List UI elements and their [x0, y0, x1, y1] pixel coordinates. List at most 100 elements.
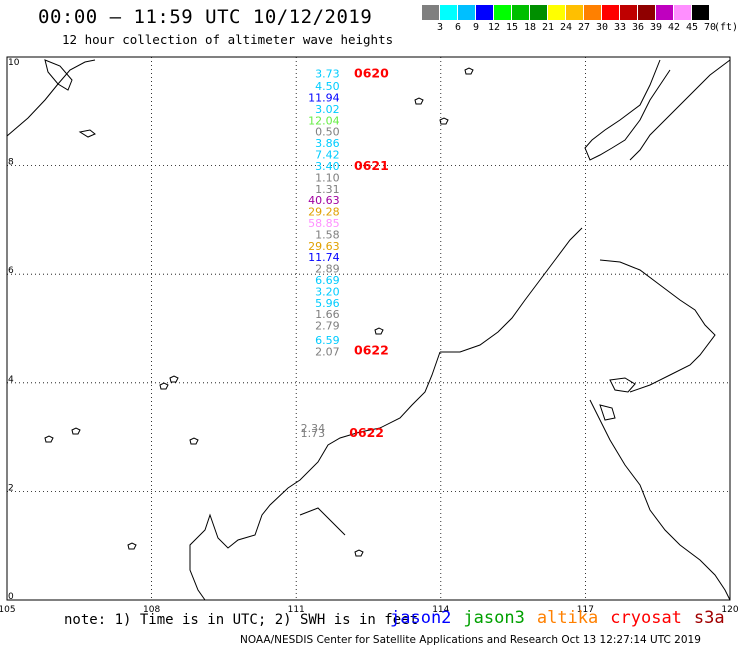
wave-height-label: 1.66: [315, 308, 340, 321]
wave-height-label: 58.85: [308, 217, 340, 230]
coastline-east-borneo: [589, 399, 731, 601]
wave-height-label: 11.94: [308, 92, 340, 105]
coastline-island: [44, 59, 73, 91]
color-scale-swatch: [422, 5, 440, 20]
coastline-small-island: [464, 67, 474, 75]
color-scale-swatch: [674, 5, 692, 20]
color-scale-swatch: [602, 5, 620, 20]
x-tick-label: 117: [577, 605, 594, 615]
color-scale-label: 18: [523, 22, 537, 33]
satellite-legend-item: jason2: [390, 608, 452, 628]
coastline-palawan: [440, 227, 583, 353]
x-tick-label: 114: [432, 605, 449, 615]
coastline-small-island: [127, 542, 137, 550]
color-scale-swatch: [566, 5, 584, 20]
credit-line: NOAA/NESDIS Center for Satellite Applica…: [240, 634, 701, 646]
pass-time-label: 0621: [354, 158, 389, 173]
x-tick-label: 111: [288, 605, 305, 615]
coastline-small-island: [414, 97, 424, 105]
map-frame: [6, 56, 731, 601]
y-tick-label: 4: [8, 375, 14, 385]
coastline-island: [599, 404, 616, 421]
color-scale-label: 3: [436, 22, 444, 33]
color-scale-swatch: [458, 5, 476, 20]
color-scale: [422, 5, 710, 20]
wave-height-label: 2.34: [301, 422, 326, 435]
wave-height-label: 1.73: [301, 427, 326, 440]
wave-height-label: 29.28: [308, 206, 340, 219]
color-scale-swatch: [440, 5, 458, 20]
wave-height-label: 2.79: [315, 320, 340, 333]
wave-height-label: 6.69: [315, 274, 340, 287]
color-scale-swatch: [512, 5, 530, 20]
color-scale-label: 30: [595, 22, 609, 33]
color-scale-swatch: [548, 5, 566, 20]
satellite-legend-item: altika: [536, 608, 599, 628]
wave-height-label: 1.31: [315, 183, 340, 196]
wave-height-label: 3.20: [315, 285, 340, 298]
wave-height-label: 12.04: [308, 114, 340, 127]
wave-height-label: 4.50: [315, 80, 340, 93]
satellite-legend-item: jason3: [463, 608, 525, 628]
satellite-legend: jason2 jason3 altika cryosat s3a: [390, 608, 737, 628]
color-scale-label: 6: [454, 22, 462, 33]
color-scale-label: 33: [613, 22, 627, 33]
wave-height-label: 6.59: [315, 334, 340, 347]
pass-time-label: 0622: [349, 425, 384, 440]
color-scale-label: 9: [472, 22, 480, 33]
coastline-island: [609, 377, 636, 393]
units-note: note: 1) Time is in UTC; 2) SWH is in fe…: [64, 612, 419, 628]
coastline-small-island: [374, 327, 384, 335]
coastline-small-island: [71, 427, 81, 435]
coastline-palawan-north: [584, 59, 671, 161]
color-scale-swatch: [584, 5, 602, 20]
color-scale-label: 36: [631, 22, 645, 33]
pass-time-label: 0620: [354, 66, 389, 81]
y-tick-label: 8: [8, 158, 14, 168]
coastline-small-island: [354, 549, 364, 557]
y-tick-label: 2: [8, 483, 14, 493]
coastline-small-island: [159, 382, 169, 390]
color-scale-label: 45: [685, 22, 699, 33]
x-tick-label: 105: [0, 605, 16, 615]
y-tick-label: 10: [8, 58, 20, 68]
wave-height-label: 0.50: [315, 126, 340, 139]
wave-height-label: 5.96: [315, 297, 340, 310]
coastline-sulu-north: [599, 259, 716, 393]
color-scale-label: 70: [703, 22, 717, 33]
coastline-small-island: [44, 435, 54, 443]
color-scale-swatch: [494, 5, 512, 20]
color-scale-label: 27: [577, 22, 591, 33]
color-scale-unit: (ft): [713, 22, 739, 33]
color-scale-label: 15: [505, 22, 519, 33]
y-tick-label: 0: [8, 592, 14, 602]
color-scale-label: 21: [541, 22, 555, 33]
wave-height-label: 1.10: [315, 171, 340, 184]
color-scale-swatch: [638, 5, 656, 20]
satellite-legend-item: cryosat: [610, 608, 682, 628]
coastline-small-island: [439, 117, 449, 125]
color-scale-label: 24: [559, 22, 573, 33]
coastline-philippines: [629, 59, 731, 161]
wave-height-label: 40.63: [308, 194, 340, 207]
pass-time-label: 0622: [354, 343, 389, 358]
wave-height-label: 7.42: [315, 149, 340, 162]
coastline-mainland: [6, 59, 96, 137]
coastline-borneo: [189, 351, 441, 601]
wave-height-label: 3.02: [315, 103, 340, 116]
color-scale-swatch: [620, 5, 638, 20]
wave-height-label: 2.89: [315, 263, 340, 276]
coastline-small-island: [169, 375, 179, 383]
satellite-legend-item: s3a: [693, 608, 725, 628]
wave-height-label: 3.73: [315, 68, 340, 81]
wave-height-label: 1.58: [315, 228, 340, 241]
color-scale-swatch: [476, 5, 494, 20]
wave-height-label: 11.74: [308, 251, 340, 264]
coastline-borneo-inner: [299, 507, 346, 536]
wave-height-label: 3.40: [315, 160, 340, 173]
wave-height-label: 3.86: [315, 137, 340, 150]
color-scale-swatch: [530, 5, 548, 20]
color-scale-label: 12: [487, 22, 501, 33]
map-title: 00:00 – 11:59 UTC 10/12/2019: [38, 6, 373, 28]
